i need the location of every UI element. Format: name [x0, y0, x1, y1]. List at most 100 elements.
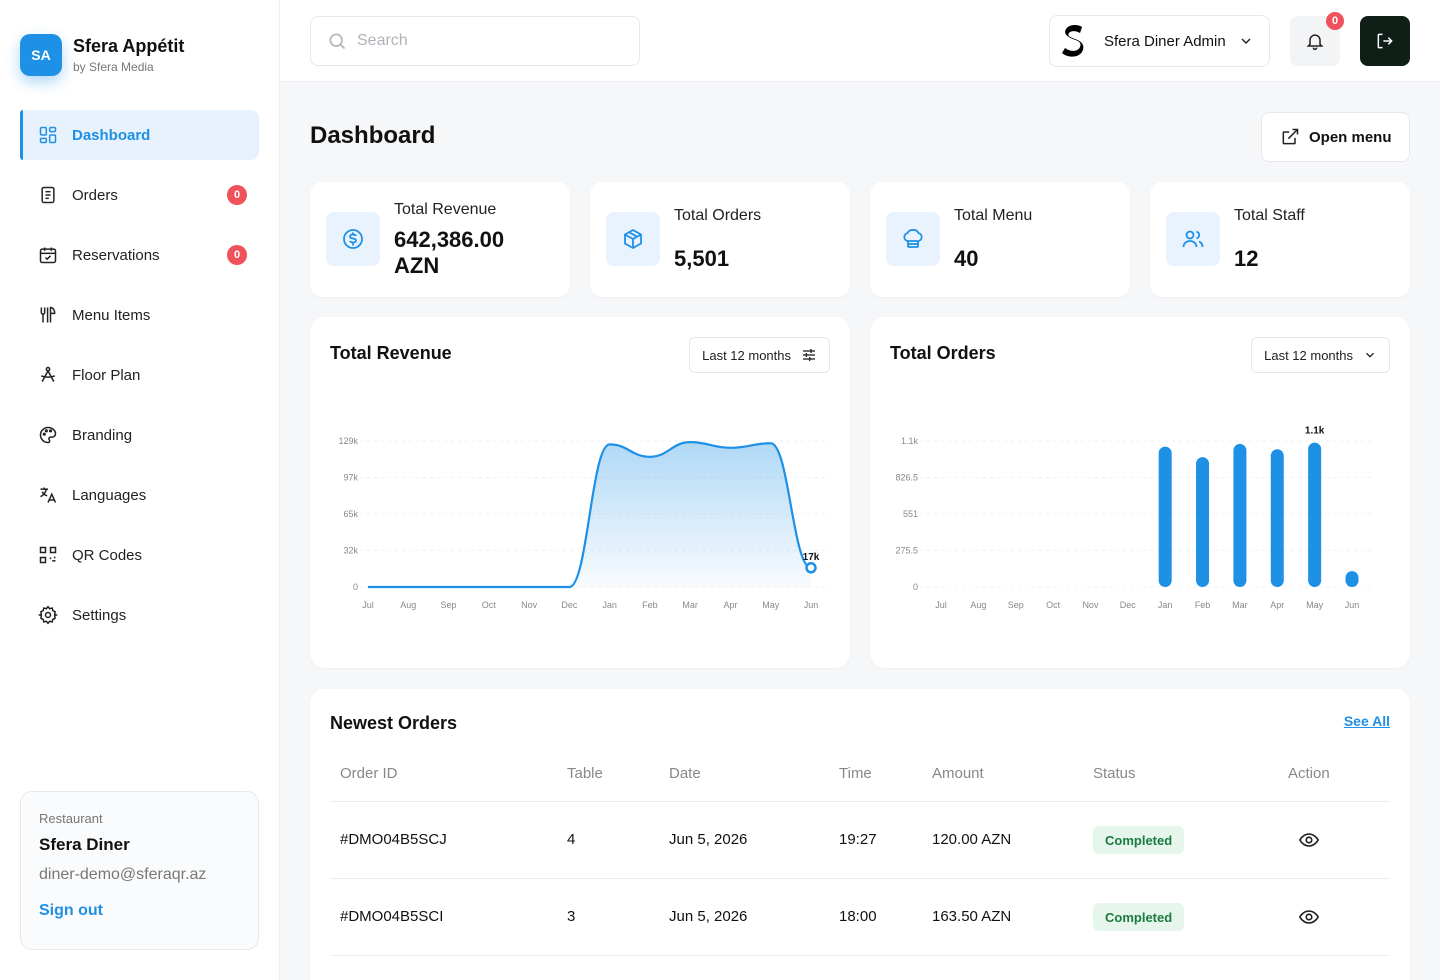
x-tick-label: Dec: [561, 600, 578, 610]
brand-logo: SA: [20, 34, 62, 76]
x-tick-label: Apr: [1270, 600, 1284, 610]
order-table: 4: [567, 831, 576, 848]
revenue-line: [368, 441, 812, 589]
orders-chart-card: Total Orders Last 12 months 0 275.5 551 826…: [870, 317, 1410, 668]
stat-label: Total Menu: [954, 207, 1033, 224]
order-bar: [1158, 446, 1172, 587]
open-menu-label: Open menu: [1309, 128, 1392, 146]
sidebar-item-dashboard[interactable]: Dashboard: [20, 110, 259, 160]
search-icon: [329, 33, 346, 50]
box-icon: [606, 212, 660, 266]
view-order-eye-icon[interactable]: [1298, 906, 1320, 928]
x-tick-label: Apr: [723, 600, 737, 610]
order-amount: 120.00 AZN: [932, 831, 1012, 848]
palette-icon: [38, 425, 58, 445]
order-id: #DMO04B5SCJ: [340, 831, 447, 848]
search-box[interactable]: [310, 16, 640, 66]
see-all-link[interactable]: See All: [1343, 713, 1390, 729]
stat-card-total-revenue: Total Revenue 642,386.00 AZN: [310, 182, 570, 297]
last-value-label: 17k: [803, 552, 820, 563]
top-header: Sfera Diner Admin 0: [280, 0, 1440, 82]
sidebar-item-languages[interactable]: Languages: [20, 470, 259, 520]
x-tick-label: Feb: [1195, 600, 1211, 610]
y-tick-label: 275.5: [895, 546, 918, 556]
qr-code-icon: [38, 545, 58, 565]
revenue-area: [368, 442, 811, 587]
logout-icon: [1377, 33, 1393, 49]
order-time: 19:27: [839, 831, 877, 848]
sidebar-item-orders[interactable]: Orders 0: [20, 170, 259, 220]
view-order-eye-icon[interactable]: [1298, 829, 1320, 851]
x-tick-label: Jul: [935, 600, 947, 610]
stat-label: Total Staff: [1234, 207, 1305, 224]
x-tick-label: Mar: [682, 600, 698, 610]
last-point-marker: [805, 562, 817, 574]
restaurant-label: Restaurant: [39, 811, 103, 826]
revenue-chart-card: Total Revenue Last 12 months 0 32k 65k 97k 1…: [310, 317, 850, 668]
period-label: Last 12 months: [1264, 347, 1353, 363]
revenue-chart: 0 32k 65k 97k 129k Jul Aug Sep Oct Nov Dec Jan Feb Ma…: [338, 436, 830, 610]
stat-card-total-menu: Total Menu 40: [870, 182, 1130, 297]
orders-chart-title: Total Orders: [890, 343, 996, 363]
sidebar-item-branding[interactable]: Branding: [20, 410, 259, 460]
revenue-period-select[interactable]: Last 12 months: [689, 337, 830, 373]
sidebar-item-settings[interactable]: Settings: [20, 590, 259, 640]
sidebar-item-label: Settings: [72, 606, 127, 624]
sidebar-item-reservations[interactable]: Reservations 0: [20, 230, 259, 280]
search-input[interactable]: [357, 32, 617, 50]
sidebar: SA Sfera Appétit by Sfera Media Dashboar…: [0, 0, 280, 980]
table-divider: [330, 801, 1390, 802]
sidebar-item-label: Languages: [72, 486, 147, 504]
column-header-amount: Amount: [932, 765, 984, 782]
y-tick-label: 826.5: [895, 473, 918, 483]
column-header-table: Table: [567, 765, 603, 782]
orders-period-select[interactable]: Last 12 months: [1251, 337, 1390, 373]
x-tick-label: Feb: [642, 600, 658, 610]
stat-value: 40: [954, 246, 979, 271]
notifications-button[interactable]: 0: [1290, 12, 1344, 66]
brand-name: Sfera Appétit: [73, 36, 185, 56]
x-tick-label: May: [762, 600, 780, 610]
x-tick-label: Aug: [970, 600, 986, 610]
sidebar-item-qr-codes[interactable]: QR Codes: [20, 530, 259, 580]
sidebar-item-label: QR Codes: [72, 546, 143, 564]
order-bar: [1308, 442, 1322, 587]
revenue-chart-title: Total Revenue: [330, 343, 452, 363]
orders-icon: [38, 185, 58, 205]
sliders-icon: [803, 349, 815, 361]
y-tick-label: 1.1k: [901, 436, 919, 446]
y-tick-label: 0: [353, 582, 358, 592]
gear-icon: [38, 605, 58, 625]
order-table: 3: [567, 908, 576, 925]
sidebar-item-floor-plan[interactable]: Floor Plan: [20, 350, 259, 400]
logout-button[interactable]: [1360, 16, 1410, 66]
external-link-icon: [1282, 128, 1299, 145]
orders-chart: 0 275.5 551 826.5 1.1k Jul Aug Sep Oct Nov Dec Jan F…: [895, 426, 1375, 610]
reservations-count-badge: 0: [227, 245, 247, 265]
sidebar-item-label: Menu Items: [72, 306, 151, 324]
admin-name: Sfera Diner Admin: [1104, 32, 1226, 50]
stat-value: 642,386.00: [394, 227, 505, 252]
x-tick-label: Jun: [804, 600, 819, 610]
x-tick-label: Sep: [1008, 600, 1024, 610]
order-bar: [1270, 449, 1284, 587]
admin-account-select[interactable]: Sfera Diner Admin: [1049, 15, 1270, 67]
order-date: Jun 5, 2026: [669, 831, 748, 848]
sidebar-item-menu-items[interactable]: Menu Items: [20, 290, 259, 340]
newest-orders-card: Newest Orders See All Order ID Table Dat…: [310, 689, 1410, 980]
x-tick-label: Jan: [1158, 600, 1173, 610]
open-menu-button[interactable]: Open menu: [1261, 112, 1410, 162]
period-label: Last 12 months: [702, 347, 791, 363]
status-badge: Completed: [1093, 903, 1185, 931]
brand[interactable]: SA Sfera Appétit by Sfera Media: [20, 34, 184, 76]
stat-value: 5,501: [674, 246, 730, 271]
bell-icon: [1306, 34, 1324, 51]
x-tick-label: Dec: [1120, 600, 1137, 610]
order-bar: [1345, 571, 1359, 587]
y-tick-label: 129k: [338, 436, 358, 446]
chevron-down-icon: [1241, 38, 1251, 45]
order-bar: [1196, 457, 1210, 587]
sign-out-link[interactable]: Sign out: [39, 902, 103, 919]
order-date: Jun 5, 2026: [669, 908, 748, 925]
page-title: Dashboard: [310, 122, 436, 149]
